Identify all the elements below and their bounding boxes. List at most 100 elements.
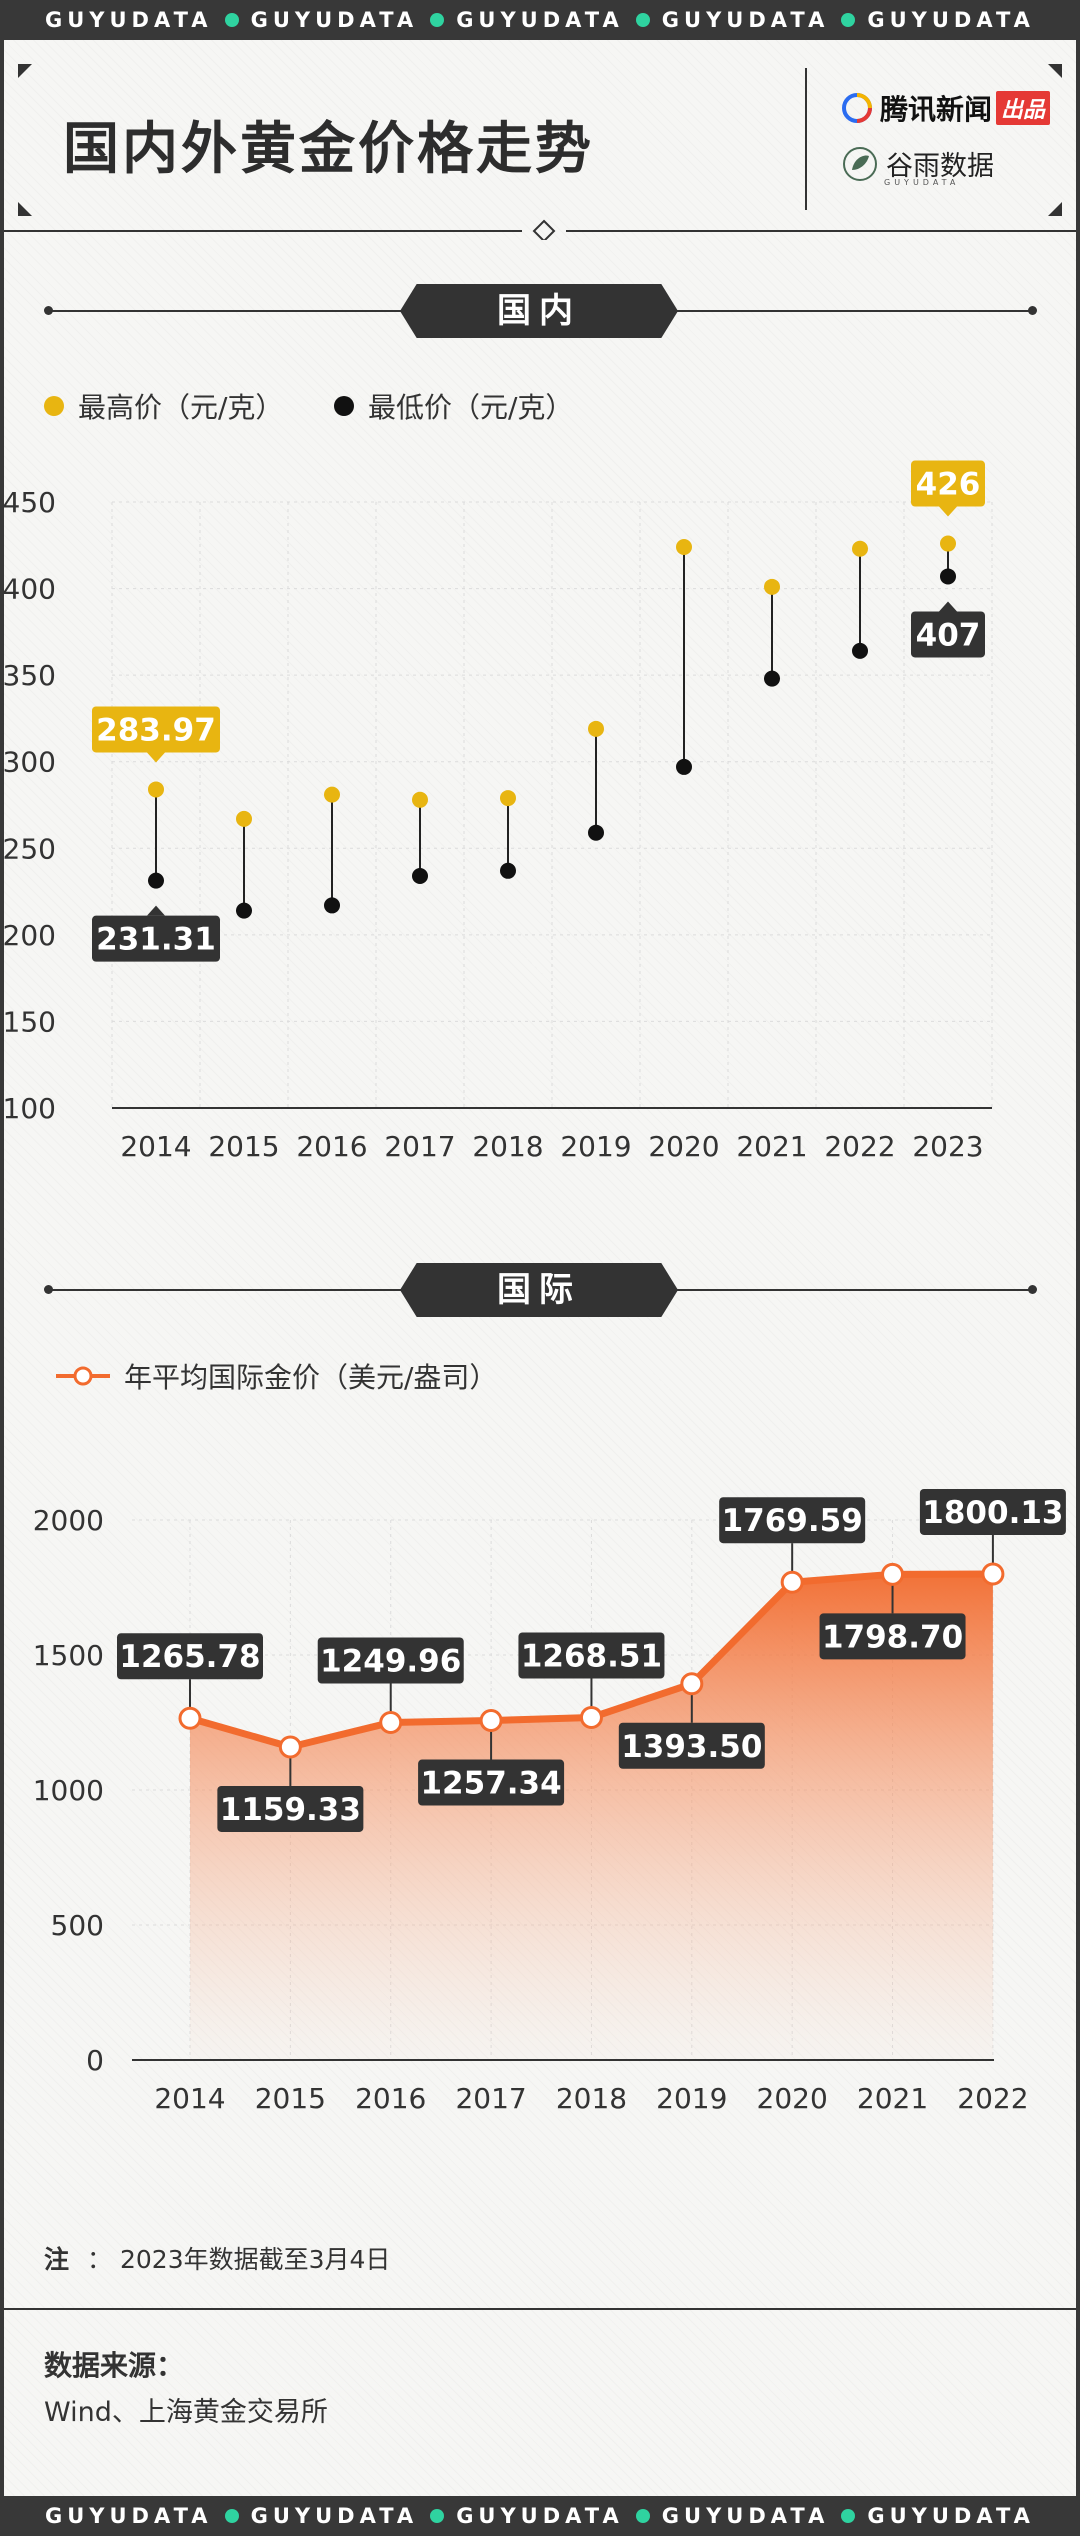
low-value-label: 231.31 [92, 905, 220, 962]
low-dot [588, 824, 604, 841]
y-tick-label: 1500 [33, 1639, 104, 1672]
strip-word: GUYUDATA [867, 8, 1035, 32]
brand-strip-top: GUYUDATA GUYUDATA GUYUDATA GUYUDATA GUYUDATA [0, 0, 1080, 40]
high-value-label-pointer [939, 506, 957, 517]
value-label-text: 1268.51 [521, 1639, 662, 1675]
x-tick-label: 2023 [912, 1130, 983, 1163]
international-legend-label: 年平均国际金价（美元/盎司） [124, 1361, 498, 1394]
x-tick-label: 2019 [656, 2082, 727, 2115]
strip-word: GUYUDATA [45, 2504, 213, 2528]
low-dot [148, 872, 164, 889]
x-tick-label: 2021 [857, 2082, 928, 2115]
y-tick-label: 1000 [33, 1774, 104, 1807]
series-point [579, 1706, 603, 1730]
value-label-text: 1800.13 [922, 1495, 1063, 1531]
source-title: 数据来源： [44, 2349, 185, 2382]
tencent-news-logo: 腾讯新闻 出品 [842, 88, 1051, 128]
header-frame [4, 64, 1076, 240]
value-label: 1249.96 [317, 1637, 464, 1684]
value-label: 1265.78 [117, 1633, 263, 1680]
value-label: 1798.70 [819, 1613, 966, 1660]
x-tick-label: 2019 [560, 1130, 631, 1163]
footnote: 注 ： 2023年数据截至3月4日 [44, 2240, 390, 2276]
separator-dot [1028, 306, 1037, 315]
value-label: 1268.51 [518, 1632, 665, 1679]
value-label-box [117, 1633, 263, 1680]
domestic-legend-high: 最高价（元/克） [44, 386, 283, 426]
low-dot [324, 897, 340, 914]
x-tick-label: 2015 [208, 1130, 279, 1163]
tencent-news-badge: 出品 [996, 91, 1051, 125]
low-dot [236, 902, 252, 919]
strip-dot [224, 13, 239, 27]
high-value-label-box [92, 706, 220, 753]
x-tick-label: 2018 [556, 2082, 627, 2115]
guyu-data-label: 谷雨数据 [886, 151, 994, 182]
series-point [479, 1709, 503, 1733]
separator-dot [1028, 1285, 1037, 1294]
footnote-label: 注 [44, 2245, 70, 2274]
high-dot [148, 781, 164, 798]
high-dot [940, 535, 956, 552]
high-dot [236, 810, 252, 827]
strip-word: GUYUDATA [45, 8, 213, 32]
x-tick-label: 2016 [355, 2082, 426, 2115]
high-dot [764, 578, 780, 595]
strip-word: GUYUDATA [250, 2504, 419, 2528]
y-tick-label: 200 [3, 919, 56, 952]
high-value-label-pointer [147, 752, 165, 763]
value-label: 1393.50 [618, 1722, 765, 1769]
value-label-text: 1249.96 [320, 1644, 461, 1680]
page-title: 国内外黄金价格走势 [63, 117, 594, 182]
value-label-text: 1265.78 [119, 1639, 260, 1675]
separator-dot [44, 306, 53, 315]
value-label-box [418, 1759, 565, 1806]
legend-gold-dot [44, 396, 64, 416]
value-label-box [919, 1488, 1066, 1535]
brand-strip-bottom: GUYUDATA GUYUDATA GUYUDATA GUYUDATA GUYUDATA [0, 2496, 1080, 2536]
strip-dot [635, 2509, 650, 2523]
y-tick-label: 500 [51, 1909, 104, 1942]
legend-low-label: 最低价（元/克） [368, 391, 574, 424]
x-tick-label: 2022 [957, 2082, 1028, 2115]
low-dot [764, 670, 780, 687]
high-value-label-text: 283.97 [96, 712, 216, 748]
high-dot [412, 791, 428, 808]
low-value-label-box [911, 611, 985, 658]
x-tick-label: 2015 [255, 2082, 326, 2115]
source-text: Wind、上海黄金交易所 [44, 2397, 328, 2428]
value-label: 1159.33 [217, 1785, 364, 1832]
y-tick-label: 100 [3, 1092, 56, 1125]
area-fill [190, 1573, 993, 2060]
x-tick-label: 2016 [296, 1130, 367, 1163]
domestic-chart: 100 150 200 250 300 350 400 450 2014 2015 2016 2017… [3, 460, 993, 1163]
legend-high-label: 最高价（元/克） [78, 391, 284, 424]
value-label-box [317, 1637, 464, 1684]
x-tick-label: 2014 [154, 2082, 225, 2115]
strip-word: GUYUDATA [456, 8, 624, 32]
series-point [278, 1735, 302, 1759]
value-label-box [217, 1785, 364, 1832]
value-label-text: 1393.50 [621, 1729, 762, 1765]
low-value-label-pointer [147, 905, 165, 916]
value-label: 1800.13 [919, 1488, 1066, 1535]
strip-dot [841, 13, 856, 27]
low-value-label-pointer [939, 601, 957, 612]
y-tick-label: 450 [3, 486, 56, 519]
domestic-legend-low: 最低价（元/克） [334, 386, 573, 426]
international-legend: 年平均国际金价（美元/盎司） [56, 1356, 497, 1396]
y-tick-label: 0 [86, 2044, 104, 2077]
x-tick-label: 2022 [824, 1130, 895, 1163]
series-point [780, 1570, 804, 1594]
value-label-box [719, 1497, 866, 1544]
y-tick-label: 250 [3, 832, 56, 865]
series-point [379, 1711, 403, 1735]
high-dot [588, 720, 604, 737]
low-value-label: 407 [911, 601, 985, 658]
guyu-leaf-icon [843, 146, 877, 181]
low-dot [500, 862, 516, 879]
y-tick-label: 2000 [33, 1504, 104, 1537]
strip-word: GUYUDATA [661, 2504, 830, 2528]
x-tick-label: 2021 [736, 1130, 807, 1163]
tencent-news-icon [842, 93, 872, 123]
